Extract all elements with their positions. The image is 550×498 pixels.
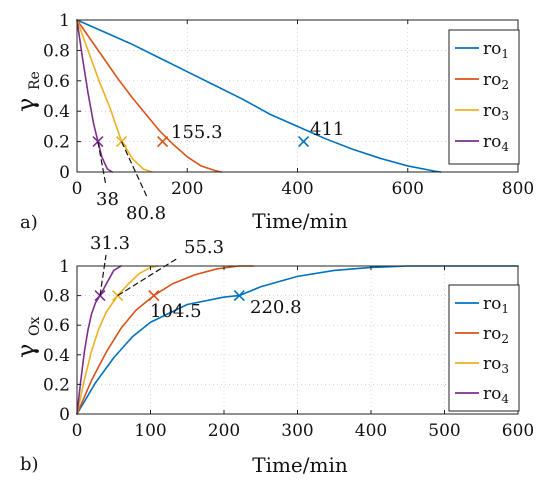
legend-entry-ro3: ro3: [455, 101, 509, 123]
panel-b-label: b): [20, 454, 39, 475]
panel-a: 411 155.3 80.8 38 0 200 400 600 800 0 0.2 0.4 0.6 0.…: [12, 11, 534, 233]
y-tick-label: 0: [59, 405, 70, 425]
y-tick-label: 0.8: [43, 41, 70, 61]
y-tick-label: 0.2: [43, 133, 70, 153]
annotation-label-ro3: 55.3: [184, 237, 224, 258]
legend-entry-ro4: ro4: [455, 384, 509, 406]
panel-a-legend: ro1 ro2 ro3 ro4: [448, 29, 520, 165]
legend-label-ro2: ro2: [483, 70, 509, 92]
x-tick-label: 0: [72, 179, 83, 199]
y-tick-label: 1: [59, 11, 70, 31]
annotation-label-ro3: 80.8: [126, 203, 166, 224]
data-marker-ro1: [233, 290, 245, 302]
panel-a-grid: [77, 20, 518, 172]
legend-entry-ro4: ro4: [455, 132, 509, 154]
x-tick-label: 400: [355, 421, 387, 441]
x-tick-label: 400: [281, 179, 313, 199]
panel-b-annotations: 220.8 104.5 55.3 31.3: [90, 233, 302, 322]
legend-label-ro3: ro3: [483, 354, 509, 376]
y-tick-label: 0.4: [43, 102, 70, 122]
annotation-label-ro1: 220.8: [250, 297, 302, 318]
panel-a-series: [76, 19, 442, 173]
panel-b-y-axis-label: γ Ox: [12, 317, 43, 358]
data-marker-ro2: [157, 136, 169, 148]
x-tick-label: 600: [502, 421, 534, 441]
panel-a-label: a): [20, 212, 38, 233]
annotation-label-ro2: 104.5: [150, 301, 202, 322]
panel-a-x-axis-label: Time/min: [252, 209, 348, 233]
annotation-label-ro2: 155.3: [171, 122, 223, 143]
annotation-label-ro1: 411: [310, 119, 344, 140]
series-line-ro2: [76, 19, 223, 173]
panel-b-y-axis-label-sub: Ox: [27, 317, 43, 336]
y-tick-label: 0.6: [43, 72, 70, 92]
panel-a-ticks: 0 200 400 600 800 0 0.2 0.4 0.6 0.8 1: [43, 11, 534, 199]
x-tick-label: 0: [72, 421, 83, 441]
panel-b-ticks: 0 100 200 300 400 500 600 0 0.2 0.4 0.6 0.8 1: [43, 257, 534, 441]
annotation-label-ro4: 31.3: [90, 233, 130, 254]
panel-a-y-axis-label-main: γ: [12, 98, 40, 112]
annotation-leader-ro3: [117, 257, 179, 297]
legend-entry-ro1: ro1: [455, 39, 509, 61]
series-line-ro4: [76, 19, 114, 173]
annotation-label-ro4: 38: [96, 189, 119, 210]
data-marker-ro2: [148, 290, 160, 302]
x-tick-label: 500: [428, 421, 460, 441]
y-tick-label: 0.6: [43, 316, 70, 336]
legend-entry-ro2: ro2: [455, 70, 509, 92]
panel-a-y-axis-label-sub: Re: [27, 71, 43, 90]
y-tick-label: 0.8: [43, 287, 70, 307]
legend-entry-ro1: ro1: [455, 294, 509, 316]
panel-b-grid: [77, 266, 518, 414]
x-tick-label: 100: [134, 421, 166, 441]
y-tick-label: 0.2: [43, 375, 70, 395]
series-line-ro1: [76, 19, 442, 173]
x-tick-label: 200: [208, 421, 240, 441]
data-marker-ro1: [297, 136, 310, 148]
legend-label-ro1: ro1: [483, 39, 509, 61]
legend-label-ro3: ro3: [483, 101, 509, 123]
series-line-ro3: [76, 19, 153, 173]
legend-entry-ro3: ro3: [455, 354, 509, 376]
annotation-leader-ro4: [97, 141, 107, 187]
series-line-ro3: [76, 265, 159, 415]
y-tick-label: 0: [59, 163, 70, 183]
y-tick-label: 1: [59, 257, 70, 277]
y-tick-label: 0.4: [43, 346, 70, 366]
annotation-leader-ro3: [120, 141, 148, 198]
x-tick-label: 300: [281, 421, 313, 441]
panel-b-x-axis-label: Time/min: [252, 453, 348, 477]
annotation-leader-ro4: [99, 254, 107, 296]
legend-entry-ro2: ro2: [455, 324, 509, 346]
legend-label-ro2: ro2: [483, 324, 509, 346]
panel-a-y-axis-label: γ Re: [12, 71, 43, 112]
legend-label-ro4: ro4: [483, 132, 509, 154]
panel-b-legend: ro1 ro2 ro3 ro4: [448, 284, 520, 412]
x-tick-label: 800: [502, 179, 534, 199]
legend-label-ro4: ro4: [483, 384, 509, 406]
legend-box: [448, 284, 520, 412]
panel-a-annotations: 411 155.3 80.8 38: [96, 119, 344, 224]
legend-label-ro1: ro1: [483, 294, 509, 316]
panel-b-y-axis-label-main: γ: [12, 344, 40, 358]
series-line-ro4: [76, 265, 122, 415]
x-tick-label: 200: [171, 179, 203, 199]
x-tick-label: 600: [392, 179, 424, 199]
